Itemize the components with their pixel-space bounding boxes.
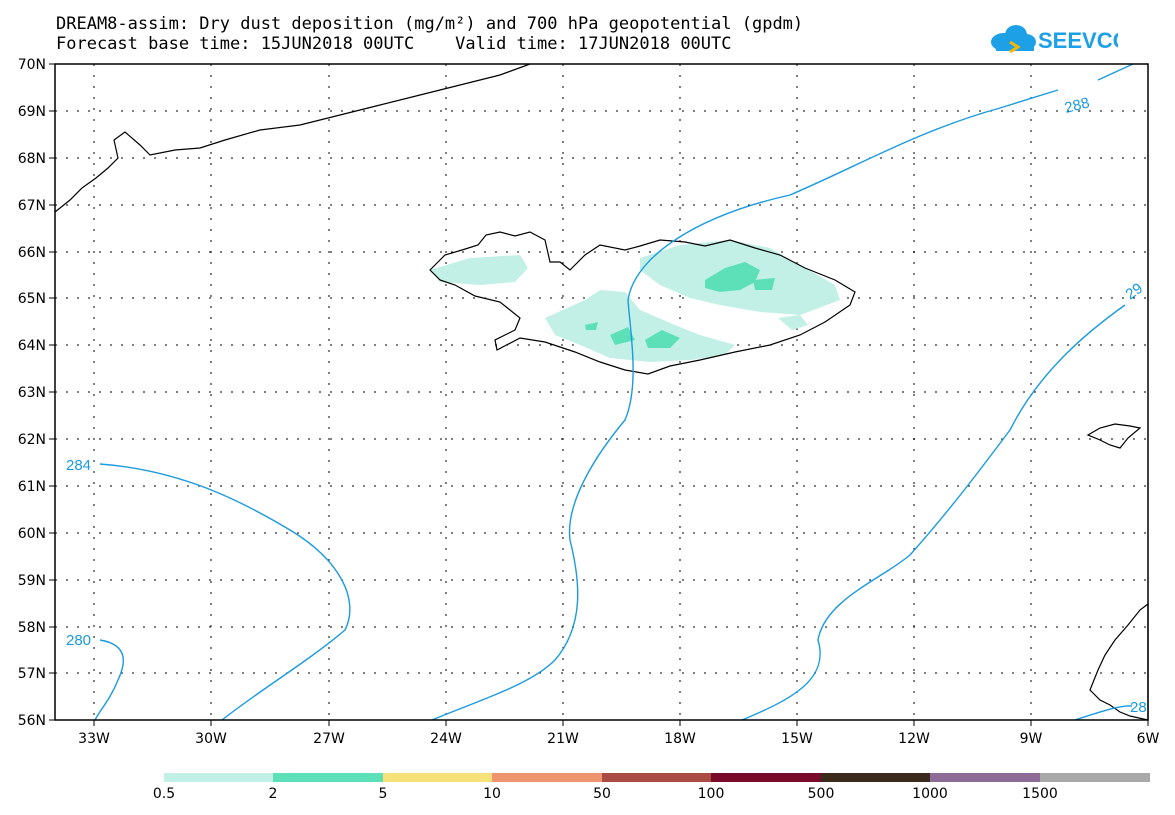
gridlines <box>55 64 1148 720</box>
contour-label-284: 284 <box>66 457 91 474</box>
lat-label: 69N <box>18 104 46 120</box>
lon-label: 21W <box>547 731 579 747</box>
lon-label: 24W <box>430 731 462 747</box>
lat-label: 65N <box>18 291 46 307</box>
dust-area-medium-w <box>585 322 598 330</box>
coastlines <box>54 63 1149 721</box>
dust-area-light-west <box>430 255 528 285</box>
lat-label: 59N <box>18 573 46 589</box>
logo-text: SEEVCCC <box>1038 28 1118 53</box>
lat-label: 58N <box>18 620 46 636</box>
lon-label: 30W <box>195 731 227 747</box>
colorbar-swatch <box>273 773 383 782</box>
lon-label: 15W <box>781 731 813 747</box>
colorbar-label: 1000 <box>912 786 948 802</box>
dust-shading <box>430 240 840 362</box>
lon-label: 33W <box>78 731 110 747</box>
lat-label: 62N <box>18 432 46 448</box>
colorbar-label: 500 <box>807 786 835 802</box>
colorbar-swatch <box>821 773 930 782</box>
colorbar-swatch <box>383 773 492 782</box>
tick-marks <box>49 63 1149 726</box>
colorbar-label: 5 <box>378 786 388 802</box>
lon-labels: 33W 30W 27W 24W 21W 18W 15W 12W 9W 6W <box>78 731 1159 747</box>
title-line-2: Forecast base time: 15JUN2018 00UTC Vali… <box>56 34 732 54</box>
iceland-coast <box>429 231 856 375</box>
greenland-coast <box>54 63 531 213</box>
map-frame <box>54 63 1149 721</box>
colorbar-swatch <box>1040 773 1150 782</box>
colorbar-swatch <box>164 773 273 782</box>
contour-label-28: 28 <box>1130 699 1147 716</box>
colorbar-label: 10 <box>483 786 501 802</box>
lat-label: 68N <box>18 151 46 167</box>
colorbar-label: 50 <box>593 786 611 802</box>
lon-label: 27W <box>313 731 345 747</box>
lon-label: 12W <box>898 731 930 747</box>
lon-label: 9W <box>1020 731 1043 747</box>
contour-label-280: 280 <box>66 632 91 649</box>
lon-label: 6W <box>1137 731 1160 747</box>
colorbar-label: 1500 <box>1022 786 1058 802</box>
lat-label: 67N <box>18 198 46 214</box>
lat-label: 60N <box>18 526 46 542</box>
contour-288 <box>431 63 1134 721</box>
faroe-coast <box>1086 423 1142 449</box>
contour-29x <box>741 304 1126 721</box>
lat-label: 61N <box>18 479 46 495</box>
dust-area-light-se <box>778 315 808 330</box>
lat-label: 70N <box>18 57 46 73</box>
lon-label: 18W <box>664 731 696 747</box>
lat-label: 63N <box>18 385 46 401</box>
lat-label: 66N <box>18 245 46 261</box>
contour-280 <box>94 639 124 721</box>
colorbar-swatch <box>602 773 711 782</box>
lat-label: 56N <box>18 713 46 729</box>
lat-label: 64N <box>18 338 46 354</box>
contour-labels: 288 284 280 29 28 <box>66 94 1147 716</box>
lat-label: 57N <box>18 666 46 682</box>
dust-area-light-south <box>545 290 735 362</box>
dust-area-medium-sw <box>610 327 635 345</box>
colorbar-swatch <box>711 773 821 782</box>
colorbar-label: 2 <box>268 786 278 802</box>
dust-area-medium-ne <box>705 262 760 292</box>
contour-284 <box>99 463 351 721</box>
map-plot: 288 284 280 29 28 33W 30W 27W 24W 21W 18… <box>18 57 1160 747</box>
seevccc-logo: SEEVCCC <box>991 25 1118 54</box>
contour-label-29: 29 <box>1123 280 1146 303</box>
contour-label-288: 288 <box>1063 94 1091 117</box>
colorbar-label: 0.5 <box>152 786 176 802</box>
lat-labels: 70N 69N 68N 67N 66N 65N 64N 63N 62N 61N … <box>18 57 46 729</box>
dust-area-medium-s <box>645 330 680 348</box>
colorbar-swatch <box>492 773 602 782</box>
contour-28x <box>1074 705 1133 721</box>
colorbar-swatch <box>930 773 1040 782</box>
colorbar-label: 100 <box>697 786 725 802</box>
dust-area-medium-e <box>753 278 775 290</box>
title-line-1: DREAM8-assim: Dry dust deposition (mg/m²… <box>56 14 804 34</box>
geopotential-contours <box>94 63 1134 721</box>
cloud-icon <box>991 25 1036 54</box>
